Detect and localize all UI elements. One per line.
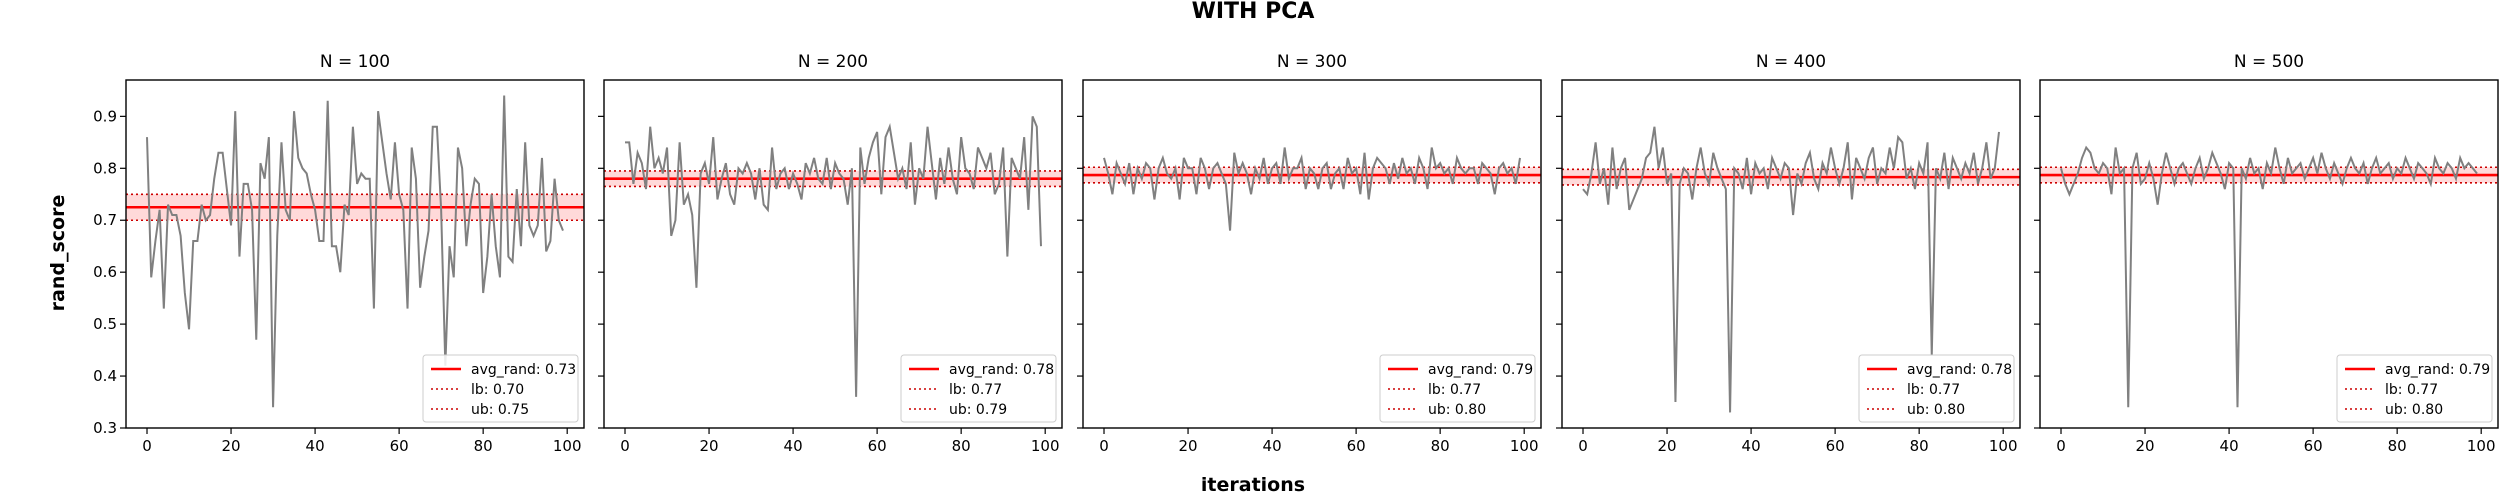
legend-entry-ub: ub: 0.80 <box>2385 402 2443 418</box>
y-tick-label: 0.4 <box>93 367 117 385</box>
figure-xlabel: iterations <box>1201 474 1305 496</box>
x-tick-label: 80 <box>474 437 493 455</box>
legend-entry-lb: lb: 0.77 <box>2385 382 2438 398</box>
x-tick-label: 40 <box>1263 437 1282 455</box>
x-tick-label: 100 <box>553 437 582 455</box>
subplot-3: N = 300 0 20 40 60 80 100 avg_rand: 0.79 lb: 0.7… <box>1077 52 1542 455</box>
x-tick-label: 0 <box>620 437 630 455</box>
x-tick-label: 100 <box>1510 437 1539 455</box>
subplot-5: N = 500 0 20 40 60 80 100 avg_rand: 0.79 lb: 0.7… <box>2034 52 2499 455</box>
legend-entry-ub: ub: 0.79 <box>949 402 1007 418</box>
x-tick-label: 0 <box>142 437 152 455</box>
subplot-title: N = 200 <box>798 52 868 72</box>
x-tick-label: 60 <box>390 437 409 455</box>
legend-entry-avg: avg_rand: 0.78 <box>1907 362 2012 378</box>
subplot-1: N = 100 0 20 40 60 80 100 0.3 0.4 0.5 0.6 0.7 0.8 0.9… <box>93 52 585 455</box>
axes-frame <box>1082 79 1542 429</box>
legend-box <box>422 354 579 423</box>
axes-frame <box>125 79 585 429</box>
legend: avg_rand: 0.79 lb: 0.77 ub: 0.80 <box>1379 354 1536 423</box>
legend: avg_rand: 0.79 lb: 0.77 ub: 0.80 <box>2336 354 2493 423</box>
figure-ylabel: rand_score <box>47 195 69 312</box>
x-tick-label: 0 <box>2056 437 2066 455</box>
legend-box <box>900 354 1057 423</box>
legend-entry-avg: avg_rand: 0.79 <box>1428 362 1533 378</box>
legend-entry-ub: ub: 0.80 <box>1428 402 1486 418</box>
rand-score-series <box>2060 145 2478 408</box>
legend-entry-ub: ub: 0.75 <box>471 402 529 418</box>
legend-box <box>1858 354 2015 423</box>
figure-suptitle: WITH PCA <box>1192 0 1315 24</box>
legend-box <box>2336 354 2493 423</box>
legend-box <box>1379 354 1536 423</box>
y-tick-label: 0.8 <box>93 159 117 177</box>
rand-score-series <box>1582 126 2000 413</box>
x-tick-label: 60 <box>1826 437 1845 455</box>
x-tick-label: 40 <box>306 437 325 455</box>
x-tick-label: 20 <box>2135 437 2154 455</box>
x-tick-label: 100 <box>1031 437 1060 455</box>
rand-score-series <box>146 95 564 408</box>
y-tick-label: 0.7 <box>93 211 117 229</box>
x-tick-label: 20 <box>1657 437 1676 455</box>
y-tick-label: 0.5 <box>93 315 117 333</box>
legend-entry-lb: lb: 0.77 <box>1907 382 1960 398</box>
legend-entry-avg: avg_rand: 0.78 <box>949 362 1054 378</box>
x-tick-label: 40 <box>2220 437 2239 455</box>
x-tick-label: 0 <box>1578 437 1588 455</box>
subplot-2: N = 200 0 20 40 60 80 100 avg_rand: 0.78 lb: 0.7… <box>598 52 1063 455</box>
legend: avg_rand: 0.78 lb: 0.77 ub: 0.80 <box>1858 354 2015 423</box>
x-tick-label: 20 <box>1178 437 1197 455</box>
subplot-title: N = 100 <box>320 52 390 72</box>
legend: avg_rand: 0.78 lb: 0.77 ub: 0.79 <box>900 354 1057 423</box>
subplot-4: N = 400 0 20 40 60 80 100 avg_rand: 0.78 lb: 0.7… <box>1556 52 2021 455</box>
legend-entry-lb: lb: 0.77 <box>949 382 1002 398</box>
x-tick-label: 80 <box>952 437 971 455</box>
subplot-title: N = 500 <box>2234 52 2304 72</box>
rand-score-series <box>1103 147 1521 231</box>
axes-frame <box>2039 79 2499 429</box>
x-tick-label: 60 <box>868 437 887 455</box>
y-tick-label: 0.3 <box>93 419 117 437</box>
legend-entry-avg: avg_rand: 0.79 <box>2385 362 2490 378</box>
x-tick-label: 100 <box>2467 437 2496 455</box>
x-tick-label: 80 <box>2388 437 2407 455</box>
rand-score-series <box>625 115 1042 397</box>
x-tick-label: 40 <box>784 437 803 455</box>
x-tick-label: 60 <box>2304 437 2323 455</box>
y-tick-label: 0.9 <box>93 107 117 125</box>
legend: avg_rand: 0.73 lb: 0.70 ub: 0.75 <box>422 354 579 423</box>
axes-frame <box>1561 79 2021 429</box>
legend-entry-ub: ub: 0.80 <box>1907 402 1965 418</box>
x-tick-label: 20 <box>699 437 718 455</box>
legend-entry-lb: lb: 0.77 <box>1428 382 1481 398</box>
axes-frame <box>603 79 1063 429</box>
y-tick-label: 0.6 <box>93 263 117 281</box>
x-tick-label: 40 <box>1742 437 1761 455</box>
subplot-title: N = 400 <box>1756 52 1826 72</box>
x-tick-label: 80 <box>1431 437 1450 455</box>
subplot-grid: N = 100 0 20 40 60 80 100 0.3 0.4 0.5 0.6 0.7 0.8 0.9… <box>93 52 2499 455</box>
x-tick-label: 80 <box>1910 437 1929 455</box>
subplot-title: N = 300 <box>1277 52 1347 72</box>
legend-entry-lb: lb: 0.70 <box>471 382 524 398</box>
x-tick-label: 60 <box>1347 437 1366 455</box>
x-tick-label: 20 <box>221 437 240 455</box>
x-tick-label: 100 <box>1989 437 2018 455</box>
legend-entry-avg: avg_rand: 0.73 <box>471 362 576 378</box>
x-tick-label: 0 <box>1099 437 1109 455</box>
